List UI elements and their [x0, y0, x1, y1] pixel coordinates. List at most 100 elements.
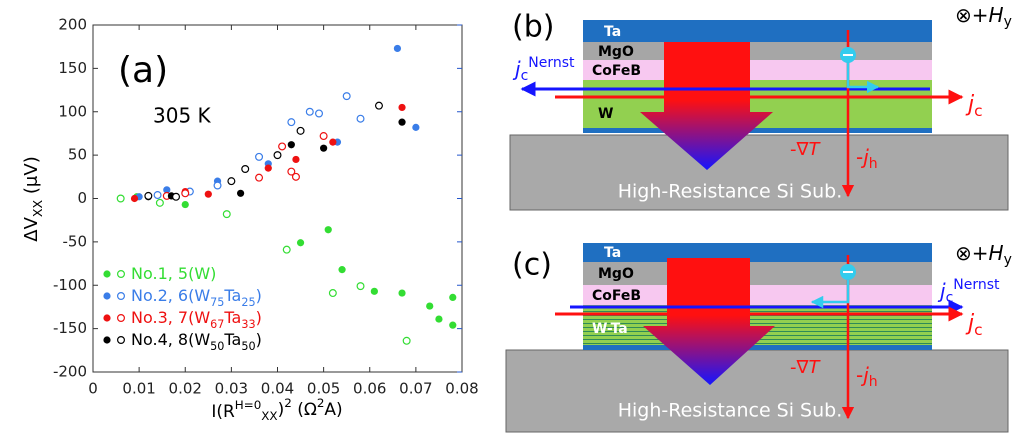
text-part: (μV) — [21, 156, 42, 200]
current-label: jc — [965, 311, 983, 339]
text-part: 75 — [210, 296, 224, 309]
text-part: T — [809, 357, 822, 378]
text-part: Ta — [223, 308, 241, 327]
point — [296, 239, 305, 247]
text-part: Nernst — [528, 55, 575, 71]
text-part: j — [937, 279, 946, 303]
layer — [583, 128, 932, 133]
current-label: jc — [965, 92, 983, 120]
electron-sign — [843, 271, 853, 273]
point-open — [296, 126, 305, 135]
text-part: ΔV — [21, 216, 42, 241]
legend-marker — [116, 292, 125, 301]
point — [449, 321, 457, 329]
text-part: 50 — [210, 340, 224, 353]
text-part: 33 — [241, 318, 255, 331]
electron-sign — [843, 54, 853, 56]
text-part: 2 — [284, 396, 292, 410]
point — [412, 123, 420, 131]
layer-label: CoFeB — [592, 63, 641, 79]
legend-marker — [116, 314, 125, 323]
heat-label: -jh — [856, 145, 878, 173]
panel-label: (b) — [512, 10, 554, 45]
point-open — [328, 289, 337, 298]
point-open — [374, 101, 383, 110]
point-open — [222, 210, 231, 219]
point — [449, 293, 457, 301]
layer-label: CoFeB — [592, 288, 641, 304]
point — [287, 141, 295, 149]
text-part: ) — [256, 308, 262, 327]
point-open — [213, 181, 222, 190]
layer — [583, 262, 932, 285]
y-tick-label: -100 — [53, 276, 87, 294]
text-part: ⊗+ — [955, 241, 989, 265]
point-open — [356, 282, 365, 291]
substrate-label: High-Resistance Si Sub. — [618, 181, 843, 203]
y-tick-label: -150 — [53, 319, 87, 337]
text-part: j — [860, 145, 869, 169]
text-part: -∇ — [790, 139, 809, 160]
text-part: y — [1004, 14, 1012, 30]
x-tick-label: 0.01 — [122, 380, 155, 398]
text-part: j — [965, 92, 975, 117]
x-tick-label: 0.05 — [307, 380, 340, 398]
point-open — [227, 177, 236, 186]
point — [264, 164, 272, 172]
x-tick-label: 0.03 — [215, 380, 248, 398]
text-part: c — [521, 68, 529, 84]
layer-label: W — [598, 106, 613, 122]
diagram-c: (c) High-Resistance Si Sub. Ta MgO CoFeB… — [505, 241, 1012, 433]
point — [181, 200, 189, 209]
text-part: I — [211, 402, 216, 422]
heat-label: -jh — [856, 363, 878, 391]
text-part: 67 — [210, 318, 224, 331]
layer — [583, 345, 932, 350]
gradient-label: -∇T — [790, 139, 822, 160]
point — [338, 266, 346, 274]
legend-label: No.3, 7(W67Ta33) — [131, 308, 262, 331]
text-part: ) — [256, 330, 262, 349]
text-part: (Ω — [292, 400, 317, 420]
text-part: j — [965, 311, 975, 336]
layer-label: Ta — [604, 24, 621, 40]
layer-label: Ta — [604, 245, 621, 261]
heat-arrow — [643, 258, 775, 385]
spin-arrow — [846, 63, 880, 94]
point-open — [255, 173, 264, 182]
y-tick-label: -200 — [53, 363, 87, 381]
text-part: ) — [256, 286, 262, 305]
text-part: A) — [324, 400, 342, 420]
text-part: ⊗+ — [955, 3, 989, 27]
nernst-label: jcNernst — [937, 277, 1000, 306]
field-label: ⊗+Hy — [955, 241, 1012, 269]
text-part: Ta — [223, 286, 241, 305]
text-part: c — [974, 321, 982, 339]
layer — [583, 243, 932, 262]
point-open — [356, 114, 365, 123]
point-open — [273, 151, 282, 160]
point — [204, 190, 212, 198]
legend-marker — [103, 292, 111, 300]
substrate — [505, 349, 1009, 433]
layer-label: MgO — [598, 266, 634, 282]
point — [426, 302, 434, 310]
point-open — [342, 92, 351, 101]
text-part: T — [809, 139, 822, 160]
text-part: 50 — [241, 340, 255, 353]
layer-label: MgO — [598, 44, 634, 60]
text-part: y — [1004, 252, 1012, 268]
point-open — [172, 192, 181, 201]
text-part: - — [856, 145, 863, 169]
legend-marker — [103, 270, 111, 278]
nernst-label: jcNernst — [512, 55, 575, 84]
x-tick-label: 0.04 — [261, 380, 294, 398]
text-part: H — [989, 241, 1004, 265]
text-part: 25 — [241, 296, 255, 309]
panel-label: (c) — [512, 248, 552, 283]
text-part: c — [974, 102, 982, 120]
legend-label: No.2, 6(W75Ta25) — [131, 286, 262, 309]
spin-arrow — [810, 280, 850, 309]
point-open — [278, 142, 287, 151]
